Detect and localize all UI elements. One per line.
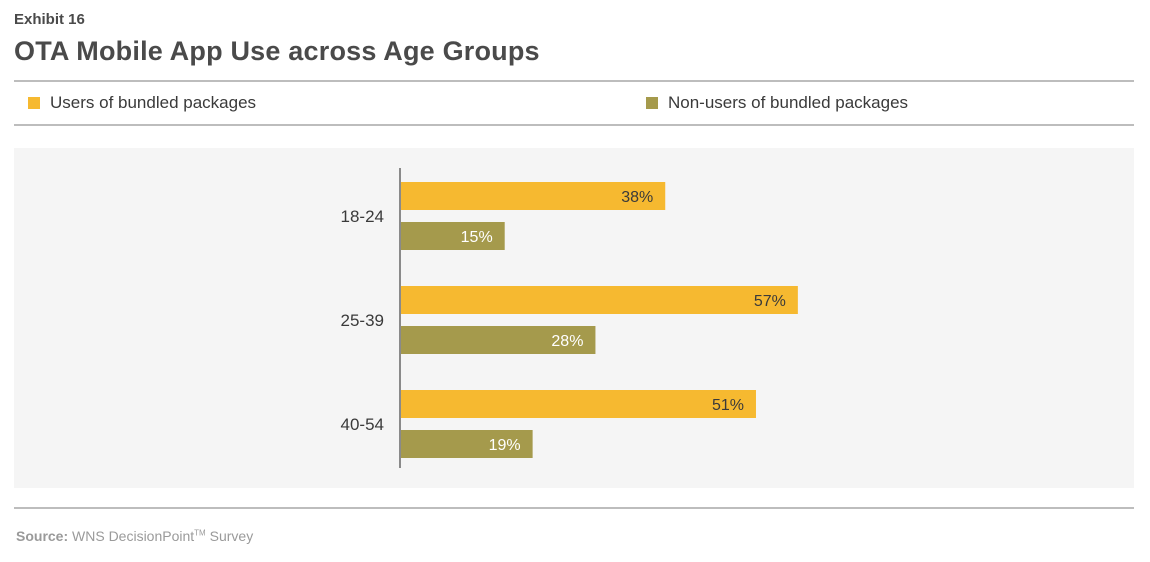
legend-item-users: Users of bundled packages — [28, 93, 256, 113]
data-label-nonusers-18-24: 15% — [461, 229, 493, 246]
legend-swatch-nonusers — [646, 97, 658, 109]
bar-chart: 38% 15% 18-24 57% 28% 25-39 51% 19% 40-54 — [341, 168, 798, 468]
bar-users-40-54 — [400, 390, 756, 418]
y-tick-label-25-39: 25-39 — [341, 311, 384, 330]
y-tick-label-40-54: 40-54 — [341, 415, 384, 434]
bar-nonusers-18-24 — [400, 222, 505, 250]
legend-label-users: Users of bundled packages — [50, 93, 257, 112]
trademark-mark: TM — [194, 528, 206, 538]
data-label-users-18-24: 38% — [621, 189, 653, 206]
data-label-nonusers-40-54: 19% — [489, 437, 521, 454]
bar-users-18-24 — [400, 182, 666, 210]
data-label-nonusers-25-39: 28% — [551, 333, 583, 350]
legend-label-nonusers: Non-users of bundled packages — [668, 93, 909, 112]
bar-nonusers-40-54 — [400, 430, 533, 458]
source-label: Source: — [16, 528, 69, 544]
bottom-divider — [14, 507, 1134, 509]
y-tick-label-18-24: 18-24 — [341, 207, 384, 226]
source-suffix: Survey — [205, 528, 254, 544]
plot-area: 38% 15% 18-24 57% 28% 25-39 51% 19% 40-54 — [14, 148, 1134, 488]
source-text: WNS DecisionPoint — [72, 528, 195, 544]
source-note: Source: WNS DecisionPointTM Survey — [16, 528, 253, 544]
bar-users-25-39 — [400, 286, 798, 314]
bar-nonusers-25-39 — [400, 326, 596, 354]
legend-divider — [14, 124, 1134, 126]
exhibit-label: Exhibit 16 — [14, 11, 85, 28]
legend-swatch-users — [28, 97, 40, 109]
data-label-users-40-54: 51% — [712, 397, 744, 414]
top-divider — [14, 80, 1134, 82]
chart-title: OTA Mobile App Use across Age Groups — [14, 36, 540, 66]
data-label-users-25-39: 57% — [754, 293, 786, 310]
legend-item-nonusers: Non-users of bundled packages — [646, 93, 908, 113]
